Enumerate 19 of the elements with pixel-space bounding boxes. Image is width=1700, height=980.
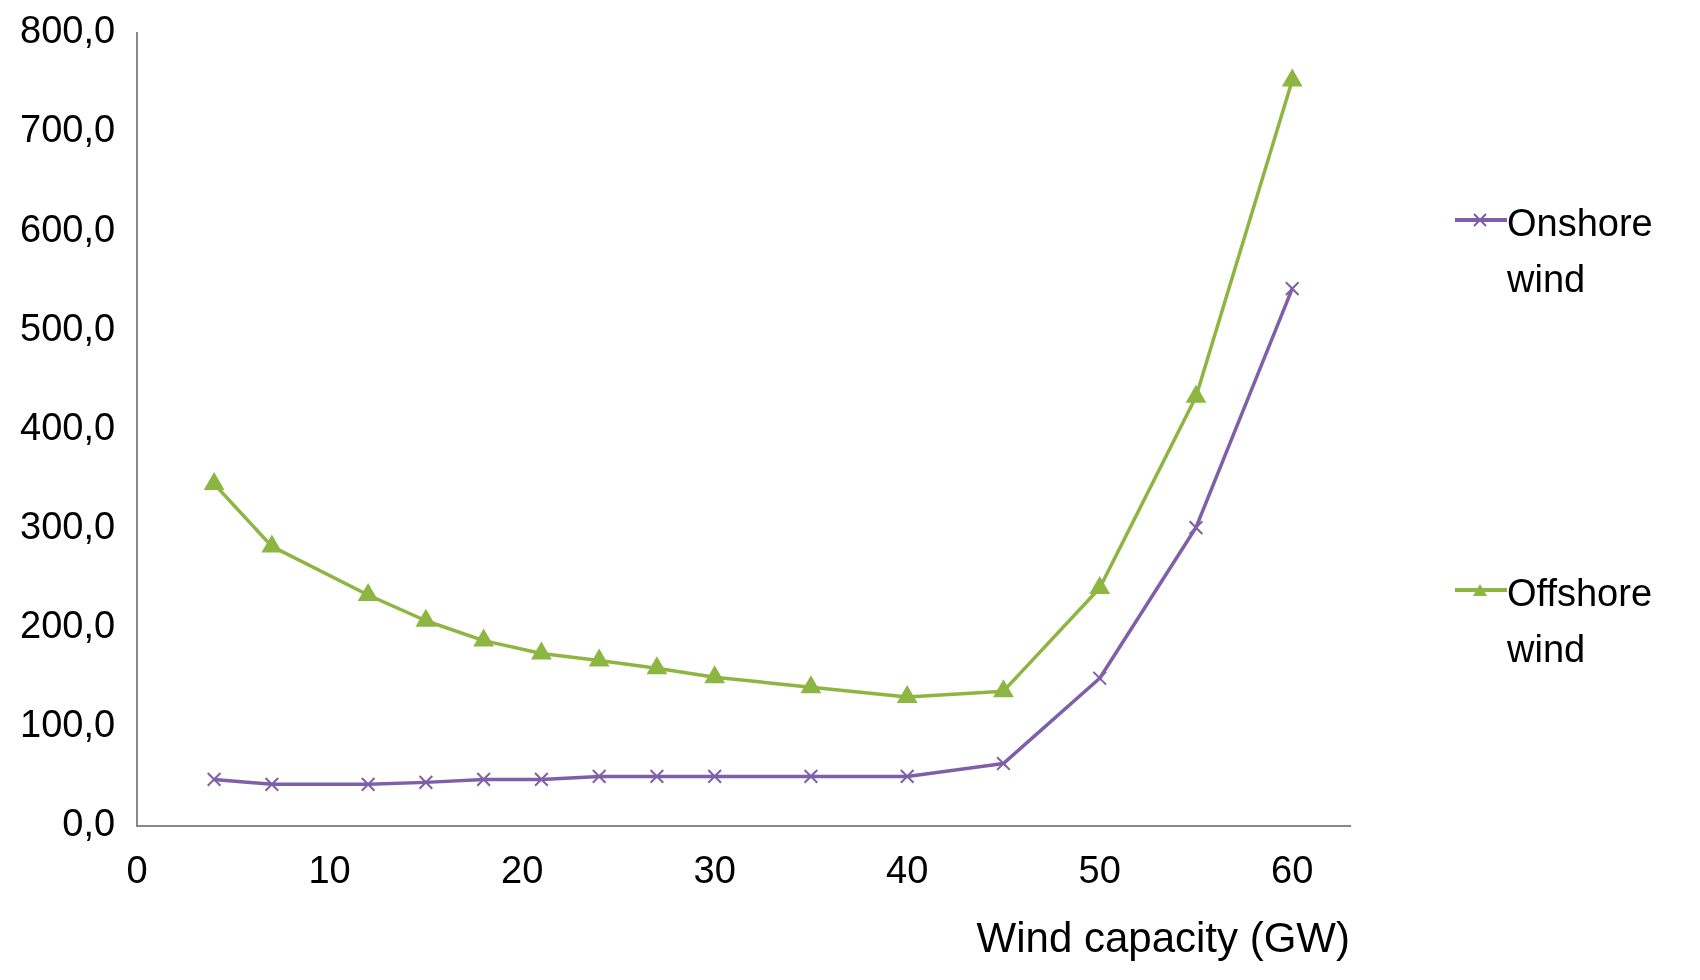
y-tick-label: 200,0: [20, 604, 116, 647]
y-tick-label: 500,0: [20, 306, 116, 349]
y-tick-label: 800,0: [20, 9, 116, 52]
x-tick-label: 0: [126, 849, 148, 892]
y-tick-label: 700,0: [20, 108, 116, 151]
x-tick-label: 10: [308, 849, 351, 892]
x-tick-label: 20: [501, 849, 544, 892]
x-axis-title: Wind capacity (GW): [976, 914, 1350, 962]
y-tick-label: 300,0: [20, 505, 116, 548]
y-tick-label: 400,0: [20, 405, 116, 448]
y-tick-label: 600,0: [20, 207, 116, 250]
x-tick-label: 40: [886, 849, 929, 892]
legend-label: Offshore wind: [1507, 571, 1654, 672]
y-tick-label: 100,0: [20, 703, 116, 746]
y-tick-label: 0,0: [62, 802, 116, 845]
x-tick-label: 50: [1078, 849, 1121, 892]
legend-label: Onshore wind: [1507, 201, 1654, 302]
x-tick-label: 30: [693, 849, 736, 892]
x-tick-label: 60: [1271, 849, 1314, 892]
